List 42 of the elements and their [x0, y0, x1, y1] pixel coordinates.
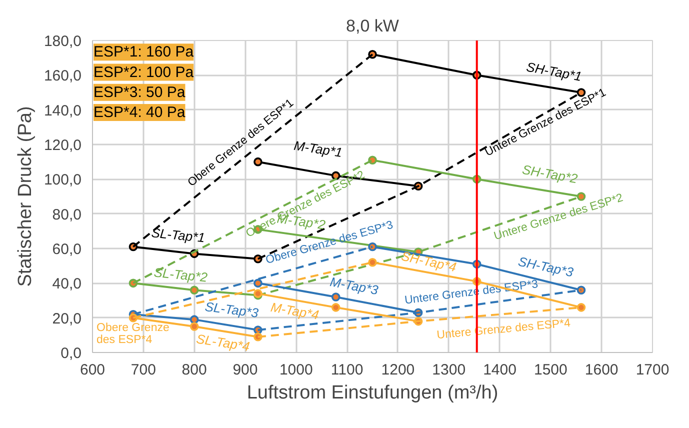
text: M-Tap*3 [328, 274, 380, 298]
annotation: ESP*2: 100 Pa [94, 64, 194, 81]
y-tick-label: 140,0 [44, 102, 82, 120]
text: SH-Tap*4 [400, 248, 458, 275]
x-tick-label: 800 [182, 362, 207, 378]
x-tick-label: 1100 [330, 362, 364, 378]
x-tick-label: 1200 [381, 362, 415, 378]
text: SH-Tap*2 [521, 162, 580, 186]
y-tick-label: 100,0 [44, 172, 82, 189]
x-tick-label: 900 [232, 362, 258, 378]
y-axis-title: Statischer Druck (Pa) [14, 106, 36, 287]
y-tick-label: 80,0 [52, 206, 82, 224]
x-tick-label: 1300 [432, 362, 466, 378]
text: SL-Tap*2 [153, 264, 209, 285]
series-label: Obere Grenze des ESP*4 [96, 322, 170, 346]
text: Untere Grenze des ESP*4 [436, 317, 572, 342]
annotation: ESP*3: 50 Pa [94, 84, 186, 101]
x-axis-title: Luftstrom Einstufungen (m³/h) [246, 382, 498, 404]
y-tick-label: 60,0 [52, 241, 82, 258]
x-tick-label: 1000 [279, 362, 313, 378]
y-tick-label: 20,0 [52, 310, 82, 328]
x-tick-label: 1600 [584, 362, 618, 378]
x-tick-label: 1400 [483, 362, 516, 378]
text: M-Tap*4 [270, 299, 320, 322]
y-tick-label: 160,0 [44, 68, 82, 85]
text: SL-Tap*1 [150, 225, 206, 246]
y-tick-label: 180,0 [44, 33, 82, 50]
text: SH-Tap*1 [525, 59, 583, 84]
y-tick-label: 0,0 [60, 345, 82, 362]
text: SL-Tap*3 [204, 298, 260, 321]
y-tick-label: 120,0 [44, 137, 82, 154]
x-tick-label: 1500 [534, 362, 568, 378]
text: SH-Tap*3 [516, 254, 576, 280]
x-tick-label: 1700 [636, 362, 670, 378]
x-tick-label: 700 [130, 362, 156, 378]
annotation: ESP*4: 40 Pa [94, 104, 186, 122]
chart-title: 8,0 kW [346, 16, 399, 36]
x-tick-label: 600 [80, 362, 106, 378]
text: SL-Tap*4 [195, 331, 251, 354]
text: M-Tap*1 [292, 138, 344, 160]
text: Untere Grenze des ESP*2 [492, 192, 625, 243]
y-tick-label: 40,0 [52, 276, 82, 293]
